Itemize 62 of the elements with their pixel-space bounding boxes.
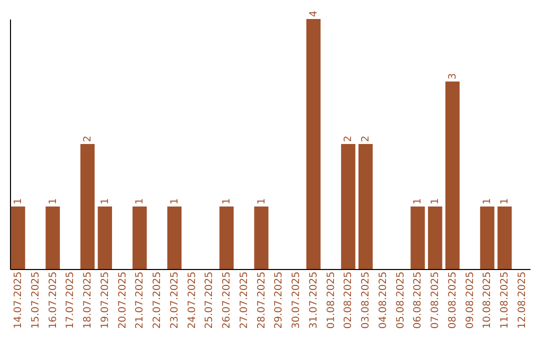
x-tick-label: 07.08.2025 (430, 272, 442, 329)
x-tick-label: 01.08.2025 (326, 272, 337, 329)
x-tick-label: 03.08.2025 (360, 272, 372, 329)
data-label: 2 (360, 136, 372, 142)
bar (410, 206, 425, 269)
x-tick-label: 14.07.2025 (12, 272, 24, 329)
bar (46, 206, 60, 269)
bar (167, 206, 182, 269)
bar (306, 19, 321, 269)
x-tick-label: 28.07.2025 (256, 272, 268, 329)
data-label: 1 (48, 198, 59, 204)
data-label: 4 (308, 10, 320, 17)
data-label: 1 (12, 198, 24, 204)
x-tick-label: 29.07.2025 (274, 272, 285, 329)
bar (132, 206, 147, 269)
x-tick-label: 26.07.2025 (222, 272, 233, 329)
x-tick-label: 15.07.2025 (30, 272, 42, 329)
bar (445, 82, 460, 269)
data-label: 1 (256, 198, 268, 204)
x-tick-label: 08.08.2025 (447, 272, 458, 329)
x-tick-label: 23.07.2025 (169, 272, 180, 329)
x-tick-label: 05.08.2025 (395, 272, 406, 329)
bar (98, 206, 112, 269)
data-label: 1 (222, 198, 233, 204)
x-tick-label: 12.08.2025 (517, 272, 528, 329)
bar (219, 206, 234, 269)
data-label: 1 (169, 198, 180, 204)
x-tick-label: 10.08.2025 (482, 272, 494, 329)
data-label: 2 (343, 136, 354, 142)
x-tick-label: 06.08.2025 (412, 272, 424, 329)
x-tick-label: 11.08.2025 (500, 272, 511, 329)
bar (358, 144, 373, 269)
bar (428, 206, 442, 269)
data-label: 1 (430, 198, 442, 204)
bar (80, 144, 95, 269)
bar (498, 206, 512, 269)
x-tick-label: 04.08.2025 (378, 272, 389, 329)
x-tick-label: 31.07.2025 (308, 272, 320, 329)
x-tick-label: 17.07.2025 (65, 272, 76, 329)
bar (254, 206, 268, 269)
bar (480, 206, 494, 269)
x-tick-label: 22.07.2025 (152, 272, 164, 329)
data-label: 1 (412, 198, 424, 204)
x-tick-label: 30.07.2025 (291, 272, 302, 329)
x-tick-label: 16.07.2025 (48, 272, 59, 329)
data-label: 1 (100, 198, 111, 204)
bar (341, 144, 356, 269)
x-tick-label: 20.07.2025 (117, 272, 128, 329)
x-tick-label: 21.07.2025 (134, 272, 146, 329)
x-tick-label: 02.08.2025 (343, 272, 354, 329)
x-tick-label: 18.07.2025 (82, 272, 94, 329)
x-tick-label: 25.07.2025 (204, 272, 216, 329)
x-tick-label: 19.07.2025 (100, 272, 111, 329)
x-tick-label: 09.08.2025 (464, 272, 476, 329)
data-label: 1 (482, 198, 494, 204)
x-tick-label: 27.07.2025 (238, 272, 250, 329)
data-label: 3 (447, 73, 458, 80)
data-label: 1 (134, 198, 146, 204)
x-tick-label: 24.07.2025 (186, 272, 198, 329)
bar (10, 206, 26, 269)
data-label: 1 (500, 198, 511, 204)
data-label: 2 (82, 136, 94, 142)
